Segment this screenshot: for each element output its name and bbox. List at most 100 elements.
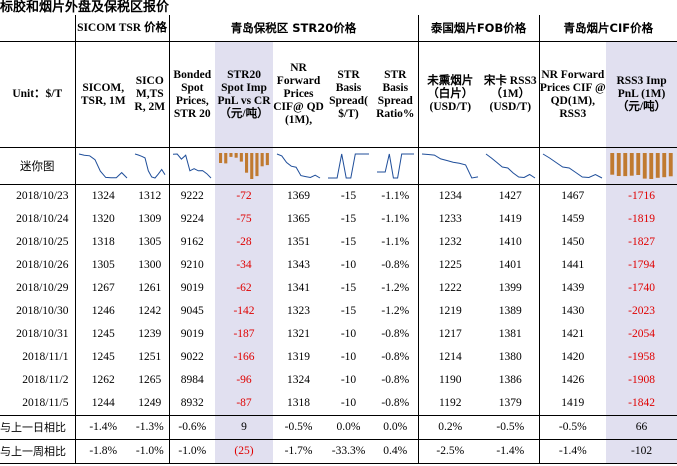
- cell-str-basis-spread: -10: [340, 259, 357, 271]
- cell-thai-unsmoked: 1192: [417, 392, 483, 416]
- cell-nr-forward-rss3: 1419: [538, 392, 607, 416]
- column-header-row: Unit：$/T SICOM, TSR, 1M SICO M,TS R, 2M …: [0, 41, 677, 148]
- cell-sicom-1m: 1305: [74, 254, 131, 277]
- col-rss3-pnl: RSS3 Imp PnL (1M)（元/吨）: [606, 41, 677, 148]
- cell-rss3-pnl: -2054: [606, 323, 677, 346]
- mini-bar: [260, 153, 264, 167]
- table-row: 2018/10/24 1320 1309 9224 -75 1365 -15 -1.1% 123…: [0, 208, 677, 231]
- cell-str20-pnl: -187: [215, 323, 274, 346]
- cell-nr-forward-rss3: 1459: [538, 208, 607, 231]
- mini-bar: [250, 153, 254, 179]
- cell-str-basis-spread: -10: [340, 397, 357, 409]
- cell-str-basis-ratio: -1.2%: [381, 305, 410, 317]
- cell-rss3-pnl: 66: [606, 415, 677, 440]
- cell-nr-forward: 1319: [287, 351, 311, 363]
- col-str-basis-spread: STR Basis Spread( $/T): [329, 68, 368, 120]
- sparkline-row: 迷你图: [0, 147, 677, 185]
- row-date: 2018/11/1: [22, 351, 69, 363]
- cell-str-basis-ratio: 0.4%: [373, 439, 419, 464]
- cell-rss3-pnl: -1842: [606, 392, 677, 416]
- sparkline-path: [173, 153, 212, 179]
- mini-bar: [629, 153, 634, 176]
- cell-str20-pnl: -28: [215, 231, 274, 254]
- cell-str20-pnl: -87: [215, 392, 274, 416]
- cell-sicom-1m: 1324: [74, 184, 131, 208]
- mini-bar: [662, 153, 667, 178]
- cell-thai-unsmoked: 1214: [417, 346, 483, 369]
- cell-sicom-1m: 1245: [74, 323, 131, 346]
- cell-thai-rss3: 1427: [498, 190, 522, 202]
- sparkline-path: [328, 153, 370, 179]
- cell-str-basis-spread: -10: [340, 374, 357, 386]
- price-table: SICOM TSR 价格 青岛保税区 STR20价格 泰国烟片FOB价格 青岛烟…: [0, 15, 677, 464]
- cell-nr-forward: 1369: [287, 190, 311, 202]
- change-row: 与上一周相比 -1.8% -1.0% -1.0% (25) -1.7% -33.3% 0.4%…: [0, 439, 677, 464]
- cell-bonded-spot: 9022: [168, 346, 216, 369]
- col-thai-unsmoked: 未熏烟片（白片）(USD/T): [417, 41, 483, 148]
- mini-bar: [234, 153, 238, 158]
- sparkline-cell-str20-pnl: [215, 147, 274, 185]
- sparkline-cell-str-basis-spread: [324, 147, 374, 185]
- sparkline-cell-bonded-spot: [168, 147, 216, 185]
- cell-sicom-2m: 1265: [138, 374, 162, 386]
- cell-thai-rss3: 1419: [498, 213, 522, 225]
- table-row: 2018/10/23 1324 1312 9222 -72 1369 -15 -1.1% 123…: [0, 184, 677, 208]
- sparkline-cell-rss3-pnl: [606, 147, 677, 185]
- cell-bonded-spot: 9224: [168, 208, 216, 231]
- sparkline-path: [543, 153, 603, 179]
- mini-bar: [616, 153, 621, 176]
- cell-bonded-spot: 9045: [168, 300, 216, 323]
- col-nr-forward: NR Forward Prices CIF@ QD (1M),: [273, 62, 324, 126]
- cell-bonded-spot: -1.0%: [168, 439, 216, 464]
- sparkline-path: [376, 153, 414, 179]
- cell-nr-forward: 1365: [287, 213, 311, 225]
- cell-thai-unsmoked: 1225: [417, 254, 483, 277]
- cell-thai-rss3: 1410: [498, 236, 522, 248]
- mini-bar: [610, 153, 615, 175]
- cell-sicom-2m: 1242: [138, 305, 162, 317]
- cell-nr-forward: -0.5%: [273, 415, 325, 440]
- cell-sicom-2m: 1300: [138, 259, 162, 271]
- col-bonded-spot: Bonded Spot Prices, STR 20: [168, 41, 216, 148]
- table-row: 2018/10/26 1305 1300 9210 -34 1343 -10 -0.8% 122…: [0, 254, 677, 277]
- cell-rss3-pnl: -102: [606, 439, 677, 464]
- row-date: 2018/10/24: [16, 213, 69, 225]
- table-row: 2018/11/5 1244 1249 8932 -87 1318 -10 -0.8% 1192…: [0, 392, 677, 416]
- cell-thai-unsmoked: 1217: [417, 323, 483, 346]
- cell-str-basis-ratio: -0.8%: [381, 374, 410, 386]
- cell-nr-forward: 1323: [287, 305, 311, 317]
- group-qingdao-str20: 青岛保税区 STR20价格: [168, 15, 419, 42]
- cell-bonded-spot: 9210: [168, 254, 216, 277]
- cell-thai-unsmoked: 1234: [417, 184, 483, 208]
- cell-sicom-2m: 1312: [138, 190, 162, 202]
- cell-nr-forward: 1321: [287, 328, 311, 340]
- cell-nr-forward: 1324: [287, 374, 311, 386]
- cell-thai-unsmoked: 1222: [417, 277, 483, 300]
- cell-sicom-1m: -1.4%: [74, 415, 131, 440]
- sparkline: [543, 153, 603, 179]
- cell-nr-forward-rss3: 1426: [538, 369, 607, 392]
- cell-sicom-1m: 1244: [74, 392, 131, 416]
- sparkline: [485, 153, 536, 179]
- cell-str20-pnl: -34: [215, 254, 274, 277]
- sparkline: [79, 153, 128, 179]
- mini-bar: [245, 153, 249, 173]
- cell-str-basis-spread: -15: [340, 213, 357, 225]
- cell-str-basis-ratio: -0.8%: [381, 259, 410, 271]
- cell-str20-pnl: (25): [215, 439, 274, 464]
- cell-nr-forward: 1341: [287, 282, 311, 294]
- row-date: 2018/11/5: [22, 397, 69, 409]
- cell-thai-unsmoked: -2.5%: [417, 439, 483, 464]
- cell-bonded-spot: -0.6%: [168, 415, 216, 440]
- change-rows: 与上一日相比 -1.4% -1.3% -0.6% 9 -0.5% 0.0% 0.0% 0.2% -…: [0, 415, 677, 464]
- change-label: 与上一周相比: [0, 439, 75, 464]
- cell-thai-rss3: 1381: [498, 328, 522, 340]
- cell-thai-unsmoked: 1233: [417, 208, 483, 231]
- cell-str-basis-ratio: -1.2%: [381, 282, 410, 294]
- row-date: 2018/10/23: [16, 190, 69, 202]
- row-date: 2018/10/30: [16, 305, 69, 317]
- cell-sicom-2m: 1251: [138, 351, 162, 363]
- group-thai-fob: 泰国烟片FOB价格: [417, 15, 540, 42]
- cell-rss3-pnl: -1819: [606, 208, 677, 231]
- mini-bar: [239, 153, 243, 162]
